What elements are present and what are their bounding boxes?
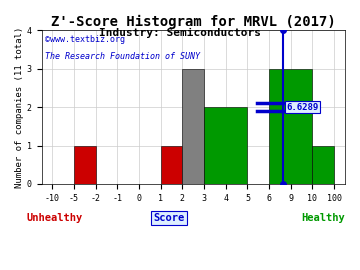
Text: The Research Foundation of SUNY: The Research Foundation of SUNY xyxy=(45,52,199,61)
Bar xyxy=(183,69,204,184)
Text: Score: Score xyxy=(153,213,185,223)
Text: 6.6289: 6.6289 xyxy=(287,103,319,112)
Bar xyxy=(204,107,247,184)
Text: Healthy: Healthy xyxy=(301,213,345,223)
Text: ©www.textbiz.org: ©www.textbiz.org xyxy=(45,35,125,44)
Bar xyxy=(312,146,334,184)
Text: Unhealthy: Unhealthy xyxy=(26,213,82,223)
Y-axis label: Number of companies (11 total): Number of companies (11 total) xyxy=(15,26,24,188)
Bar xyxy=(74,146,96,184)
Text: Industry: Semiconductors: Industry: Semiconductors xyxy=(99,28,261,38)
Bar xyxy=(269,69,312,184)
Bar xyxy=(161,146,183,184)
Title: Z'-Score Histogram for MRVL (2017): Z'-Score Histogram for MRVL (2017) xyxy=(51,15,336,29)
